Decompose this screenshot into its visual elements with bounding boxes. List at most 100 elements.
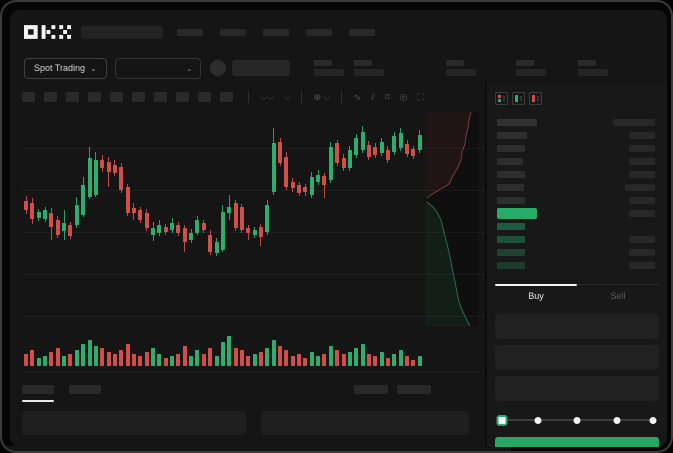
- bid-row-1[interactable]: [495, 220, 659, 233]
- volume-bar: [252, 354, 257, 366]
- market-type-selector[interactable]: Spot Trading ⌄: [24, 57, 107, 79]
- pair-name-placeholder: [231, 60, 290, 76]
- chevron-down-icon: ⌄: [186, 63, 193, 73]
- bid-row-2[interactable]: [495, 233, 659, 246]
- candle: [36, 212, 41, 218]
- volume-bar: [125, 344, 130, 366]
- bottom-control-2[interactable]: [397, 385, 431, 394]
- orderbook-header-row[interactable]: [495, 116, 659, 129]
- nav-item-2[interactable]: [220, 28, 246, 36]
- bottom-panel-left[interactable]: [22, 411, 246, 435]
- volume-bar: [284, 350, 289, 366]
- interval-button-10[interactable]: [220, 92, 233, 102]
- stat-label-placeholder: [515, 60, 534, 66]
- volume-bar: [201, 354, 206, 366]
- main-nav: [177, 28, 375, 36]
- last-price-row[interactable]: [495, 207, 659, 220]
- bottom-panel-right[interactable]: [261, 411, 469, 435]
- candlestick-chart[interactable]: [22, 112, 485, 330]
- compare-icon[interactable]: ⊕ ⌵: [313, 91, 331, 102]
- bid-row-4[interactable]: [495, 259, 659, 272]
- bid-row-3[interactable]: [495, 246, 659, 259]
- stat-value-placeholder: [445, 69, 476, 76]
- book-view-all-icon[interactable]: [495, 91, 508, 105]
- chart-gridline: [22, 274, 485, 275]
- icon-segment: [515, 94, 518, 102]
- slider-stop-3[interactable]: [613, 417, 620, 424]
- candle: [233, 203, 238, 228]
- candle: [290, 182, 295, 188]
- chevron-down-icon: ⌄: [90, 63, 97, 73]
- ask-row-4[interactable]: [495, 168, 659, 181]
- book-view-asks-icon[interactable]: [529, 91, 542, 105]
- bottom-control-1[interactable]: [354, 385, 388, 394]
- slider-stop-4[interactable]: [649, 417, 657, 424]
- stat-label-placeholder: [353, 60, 372, 66]
- book-view-bids-icon[interactable]: [512, 91, 525, 105]
- draw-tool-icon[interactable]: ⫽: [370, 91, 375, 102]
- candle: [119, 167, 124, 190]
- interval-button-3[interactable]: [66, 92, 79, 102]
- ask-row-3[interactable]: [495, 155, 659, 168]
- candle: [220, 212, 225, 250]
- interval-button-7[interactable]: [154, 92, 167, 102]
- volume-bar: [106, 352, 111, 366]
- candle: [24, 201, 28, 210]
- volume-bar: [43, 356, 48, 366]
- interval-button-8[interactable]: [176, 92, 189, 102]
- volume-bar: [258, 352, 263, 366]
- icon-line: [537, 97, 539, 99]
- price-placeholder: [497, 119, 537, 126]
- tab-buy[interactable]: Buy: [528, 290, 544, 301]
- pair-dropdown[interactable]: ⌄: [114, 57, 201, 79]
- interval-button-1[interactable]: [22, 92, 35, 102]
- volume-bar: [227, 336, 232, 366]
- interval-button-2[interactable]: [44, 92, 57, 102]
- amount-slider[interactable]: [496, 413, 657, 427]
- amount-placeholder: [629, 210, 655, 217]
- order-field-2[interactable]: [495, 345, 659, 370]
- candle: [30, 203, 35, 219]
- tab-sell[interactable]: Sell: [610, 290, 626, 301]
- volume-bar: [30, 350, 35, 366]
- order-field-1[interactable]: [495, 314, 659, 339]
- slider-stop-2[interactable]: [573, 417, 581, 424]
- candle: [43, 210, 48, 219]
- icon-line: [537, 95, 539, 97]
- interval-button-9[interactable]: [198, 92, 211, 102]
- icon-segment: [498, 98, 501, 102]
- buy-button[interactable]: [495, 437, 659, 447]
- toolbar-divider: [341, 91, 343, 103]
- nav-item-1[interactable]: [177, 28, 203, 36]
- interval-button-5[interactable]: [110, 92, 123, 102]
- slider-handle[interactable]: [496, 415, 508, 426]
- ask-row-5[interactable]: [495, 181, 659, 194]
- nav-item-3[interactable]: [263, 28, 289, 36]
- fullscreen-icon[interactable]: ⛶: [417, 91, 424, 102]
- camera-icon[interactable]: ⌑: [384, 91, 390, 102]
- indicator-icon[interactable]: ⌵: [283, 91, 291, 102]
- ask-row-6[interactable]: [495, 194, 659, 207]
- interval-button-4[interactable]: [88, 92, 101, 102]
- stat-value-placeholder: [353, 69, 384, 76]
- search-input[interactable]: [81, 25, 163, 39]
- price-placeholder: [497, 236, 525, 243]
- ask-row-2[interactable]: [495, 142, 659, 155]
- volume-bar: [208, 348, 213, 366]
- chart-style-icon[interactable]: ⌵⌵: [260, 91, 274, 102]
- nav-item-5[interactable]: [349, 28, 375, 36]
- candle: [303, 187, 308, 192]
- candle: [316, 175, 321, 182]
- volume-bar: [366, 354, 371, 366]
- bottom-tab-1[interactable]: [22, 385, 54, 394]
- bottom-tab-2[interactable]: [69, 385, 101, 394]
- slider-stop-1[interactable]: [534, 417, 541, 424]
- order-field-3[interactable]: [495, 376, 659, 401]
- interval-button-6[interactable]: [132, 92, 145, 102]
- line-tool-icon[interactable]: ∿: [353, 91, 361, 102]
- nav-item-4[interactable]: [306, 28, 332, 36]
- chart-settings-icon[interactable]: ◎: [399, 91, 408, 102]
- volume-bar: [182, 346, 187, 366]
- frame-bottom-edge: [2, 446, 511, 451]
- ask-row-1[interactable]: [495, 129, 659, 142]
